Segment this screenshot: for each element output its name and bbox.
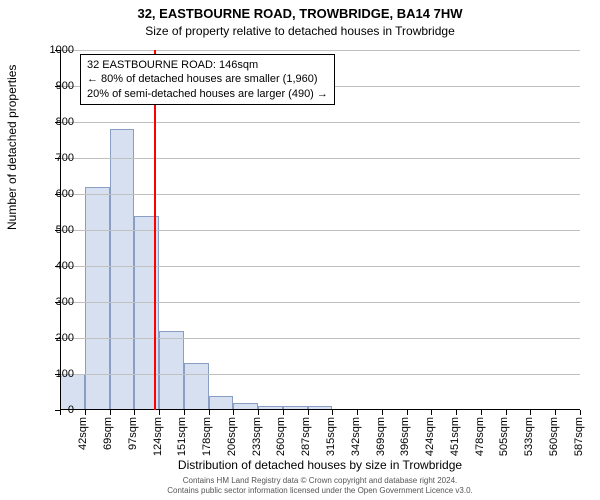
footer-attribution: Contains HM Land Registry data © Crown c… xyxy=(60,476,580,495)
x-tick-label: 342sqm xyxy=(350,417,362,456)
x-tick-label: 97sqm xyxy=(127,417,139,450)
y-tick-label: 0 xyxy=(34,404,74,416)
x-tick-label: 478sqm xyxy=(474,417,486,456)
x-tick-label: 42sqm xyxy=(77,417,89,450)
annotation-box: 32 EASTBOURNE ROAD: 146sqm ← 80% of deta… xyxy=(80,54,335,105)
y-tick-label: 700 xyxy=(34,152,74,164)
y-tick-label: 1000 xyxy=(34,44,74,56)
x-tick-mark xyxy=(530,410,531,415)
x-tick-label: 451sqm xyxy=(449,417,461,456)
x-tick-label: 587sqm xyxy=(573,417,585,456)
chart-title-main: 32, EASTBOURNE ROAD, TROWBRIDGE, BA14 7H… xyxy=(0,6,600,21)
gridline xyxy=(60,122,580,123)
x-tick-mark xyxy=(283,410,284,415)
gridline xyxy=(60,266,580,267)
x-tick-label: 287sqm xyxy=(300,417,312,456)
x-tick-label: 260sqm xyxy=(275,417,287,456)
x-tick-label: 69sqm xyxy=(102,417,114,450)
y-tick-label: 900 xyxy=(34,80,74,92)
gridline xyxy=(60,50,580,51)
gridline xyxy=(60,374,580,375)
x-tick-mark xyxy=(407,410,408,415)
x-tick-mark xyxy=(506,410,507,415)
x-axis-line xyxy=(60,409,580,410)
x-tick-mark xyxy=(332,410,333,415)
y-tick-label: 500 xyxy=(34,224,74,236)
gridline xyxy=(60,338,580,339)
histogram-bar xyxy=(209,396,234,410)
annotation-line-1: 32 EASTBOURNE ROAD: 146sqm xyxy=(87,58,328,72)
x-tick-mark xyxy=(481,410,482,415)
footer-line-1: Contains HM Land Registry data © Crown c… xyxy=(60,476,580,486)
chart-title-sub: Size of property relative to detached ho… xyxy=(0,24,600,38)
x-tick-label: 233sqm xyxy=(251,417,263,456)
x-tick-mark xyxy=(357,410,358,415)
x-tick-mark xyxy=(134,410,135,415)
x-tick-label: 396sqm xyxy=(399,417,411,456)
x-tick-mark xyxy=(456,410,457,415)
y-tick-label: 800 xyxy=(34,116,74,128)
annotation-line-3: 20% of semi-detached houses are larger (… xyxy=(87,87,328,101)
y-tick-label: 200 xyxy=(34,332,74,344)
x-tick-mark xyxy=(85,410,86,415)
x-tick-label: 369sqm xyxy=(375,417,387,456)
y-tick-label: 300 xyxy=(34,296,74,308)
plot-area: 42sqm69sqm97sqm124sqm151sqm178sqm206sqm2… xyxy=(60,50,580,410)
gridline xyxy=(60,158,580,159)
gridline xyxy=(60,230,580,231)
gridline xyxy=(60,302,580,303)
x-axis-label: Distribution of detached houses by size … xyxy=(60,458,580,472)
x-tick-label: 151sqm xyxy=(176,417,188,456)
x-tick-mark xyxy=(233,410,234,415)
x-tick-label: 424sqm xyxy=(424,417,436,456)
x-tick-mark xyxy=(110,410,111,415)
x-tick-mark xyxy=(580,410,581,415)
x-tick-label: 560sqm xyxy=(548,417,560,456)
y-axis-label: Number of detached properties xyxy=(5,65,19,230)
histogram-bar xyxy=(85,187,110,410)
x-tick-mark xyxy=(258,410,259,415)
x-tick-mark xyxy=(184,410,185,415)
y-tick-label: 100 xyxy=(34,368,74,380)
x-tick-mark xyxy=(431,410,432,415)
histogram-bar xyxy=(159,331,184,410)
histogram-bar xyxy=(184,363,209,410)
gridline xyxy=(60,194,580,195)
x-tick-mark xyxy=(308,410,309,415)
x-tick-mark xyxy=(555,410,556,415)
annotation-line-2: ← 80% of detached houses are smaller (1,… xyxy=(87,72,328,86)
histogram-bar xyxy=(110,129,135,410)
y-tick-label: 400 xyxy=(34,260,74,272)
x-tick-label: 315sqm xyxy=(325,417,337,456)
y-tick-label: 600 xyxy=(34,188,74,200)
footer-line-2: Contains public sector information licen… xyxy=(60,486,580,496)
x-tick-mark xyxy=(382,410,383,415)
x-tick-mark xyxy=(209,410,210,415)
x-tick-label: 206sqm xyxy=(226,417,238,456)
chart-container: 32, EASTBOURNE ROAD, TROWBRIDGE, BA14 7H… xyxy=(0,0,600,500)
x-tick-mark xyxy=(159,410,160,415)
x-tick-label: 124sqm xyxy=(152,417,164,456)
x-tick-label: 178sqm xyxy=(201,417,213,456)
x-tick-label: 505sqm xyxy=(498,417,510,456)
x-tick-label: 533sqm xyxy=(523,417,535,456)
